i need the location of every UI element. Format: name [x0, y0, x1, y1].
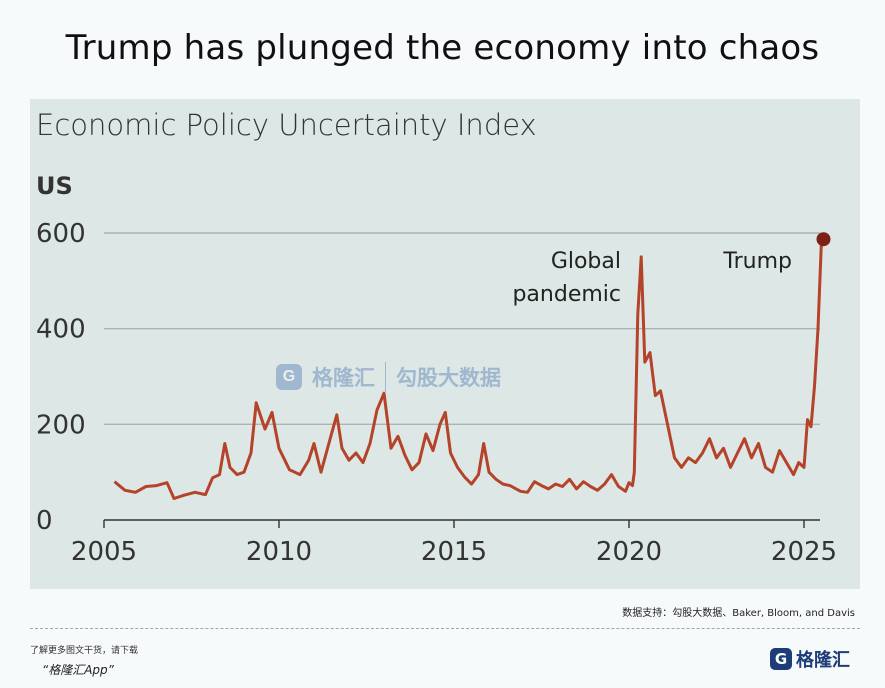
brand-logo-text: 格隆汇 — [796, 650, 850, 671]
x-axis: 2005 2010 2015 2020 2025 — [71, 519, 837, 567]
y-tick-label: 200 — [36, 410, 86, 440]
watermark: G 格隆汇 勾股大数据 — [276, 362, 501, 392]
y-tick-labels: 0 200 400 600 — [36, 219, 86, 536]
x-tick-label: 2015 — [421, 537, 487, 567]
footer-app-name: “格隆汇App” — [42, 663, 114, 677]
watermark-logo-icon: G — [276, 364, 302, 390]
chart-title: Economic Policy Uncertainty Index — [36, 108, 537, 142]
y-tick-label: 600 — [36, 219, 86, 249]
headline: Trump has plunged the economy into chaos — [65, 28, 820, 68]
footer-note: 了解更多图文干货，请下载 — [30, 646, 139, 656]
watermark-separator — [385, 362, 386, 392]
y-tick-label: 400 — [36, 315, 86, 345]
annotation-pandemic-line2: pandemic — [512, 282, 621, 307]
y-axis-unit: US — [36, 172, 73, 200]
series-line — [113, 239, 823, 500]
trump-end-point-marker — [816, 232, 831, 247]
gridlines — [104, 232, 820, 426]
x-tick-label: 2025 — [771, 537, 837, 567]
watermark-right-text: 勾股大数据 — [396, 366, 501, 390]
y-tick-label: 0 — [36, 506, 53, 536]
source-note: 数据支持：勾股大数据、Baker, Bloom, and Davis — [622, 608, 855, 619]
x-tick-label: 2005 — [71, 537, 137, 567]
x-tick-label: 2020 — [596, 537, 662, 567]
x-tick-label: 2010 — [246, 537, 312, 567]
footer-divider — [30, 628, 860, 629]
annotation-trump: Trump — [722, 249, 792, 274]
chart-panel — [30, 99, 860, 589]
brand-logo: G 格隆汇 — [770, 646, 850, 672]
watermark-left-text: 格隆汇 — [312, 366, 375, 390]
annotation-pandemic-line1: Global — [551, 249, 621, 274]
brand-logo-icon: G — [770, 648, 792, 670]
